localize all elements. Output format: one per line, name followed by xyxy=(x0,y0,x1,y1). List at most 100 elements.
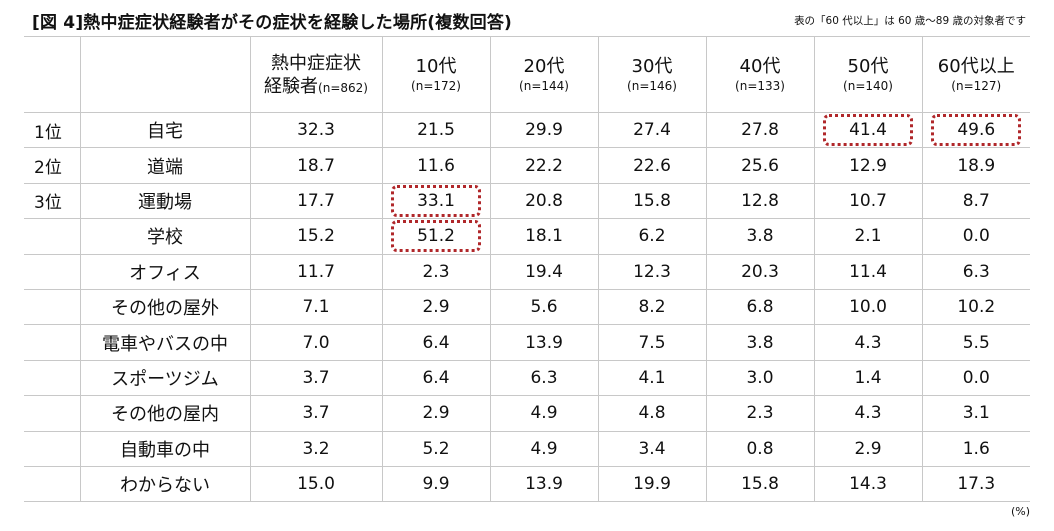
value-text: 10.2 xyxy=(957,297,996,318)
value-text: 13.9 xyxy=(525,474,563,495)
value-cell: 13.9 xyxy=(489,465,598,503)
value-cell: 2.3 xyxy=(705,395,814,432)
value-cell: 11.7 xyxy=(249,253,382,290)
value-text: 8.7 xyxy=(962,190,990,211)
value-text: 2.9 xyxy=(854,438,882,459)
value-cell: 0.8 xyxy=(705,430,814,467)
value-cell: 18.9 xyxy=(921,147,1030,184)
value-text: 12.8 xyxy=(741,190,779,211)
value-text: 0.0 xyxy=(962,226,990,247)
place-cell: 運動場 xyxy=(79,182,250,220)
value-text: 3.1 xyxy=(962,403,990,424)
header-rank-blank xyxy=(24,36,80,113)
rank-cell xyxy=(24,359,80,397)
highlighted-value-cell: 33.1 xyxy=(381,182,490,220)
value-cell: 9.9 xyxy=(381,465,490,503)
value-cell: 7.1 xyxy=(249,288,382,326)
value-cell: 27.8 xyxy=(705,111,814,149)
rank-cell: 3位 xyxy=(24,182,80,220)
value-text: 3.2 xyxy=(302,438,330,459)
place-cell: 自宅 xyxy=(79,111,250,149)
header-col-40s: 40代 (n=133) xyxy=(705,36,814,113)
rank-cell: 1位 xyxy=(24,111,80,149)
value-cell: 7.5 xyxy=(597,324,706,361)
value-text: 18.7 xyxy=(297,155,335,176)
place-cell: スポーツジム xyxy=(79,359,250,397)
value-text: 32.3 xyxy=(297,120,335,141)
value-text: 19.4 xyxy=(525,261,563,282)
value-text: 3.7 xyxy=(302,403,330,424)
highlighted-value-cell: 49.6 xyxy=(921,111,1030,149)
value-text: 1.4 xyxy=(854,367,882,388)
place-cell: 道端 xyxy=(79,147,250,184)
value-cell: 15.8 xyxy=(597,182,706,220)
value-text: 2.9 xyxy=(422,403,450,424)
rank-cell xyxy=(24,288,80,326)
value-text: 6.8 xyxy=(746,297,774,318)
value-cell: 8.7 xyxy=(921,182,1030,220)
value-cell: 3.8 xyxy=(705,324,814,361)
value-text: 33.1 xyxy=(391,184,481,217)
age-note: 表の「60 代以上」は 60 歳〜89 歳の対象者です xyxy=(794,15,1026,27)
value-text: 7.0 xyxy=(302,332,330,353)
data-table: 熱中症症状 経験者(n=862) 10代 (n=172) 20代 (n=144) 3… xyxy=(24,36,1030,503)
value-text: 15.8 xyxy=(633,190,671,211)
value-text: 2.1 xyxy=(854,226,882,247)
value-cell: 12.8 xyxy=(705,182,814,220)
value-text: 5.2 xyxy=(422,438,450,459)
value-text: 11.6 xyxy=(417,155,455,176)
value-text: 8.2 xyxy=(638,297,666,318)
table-body: 1位 自宅 32.3 21.5 29.9 27.4 27.8 41.4 49.6 2位 道端 18.7… xyxy=(24,111,1030,503)
value-text: 20.8 xyxy=(525,190,563,211)
table-row: 2位 道端 18.7 11.6 22.2 22.6 25.6 12.9 18.9 xyxy=(24,147,1030,184)
table-row: その他の屋外 7.1 2.9 5.6 8.2 6.8 10.0 10.2 xyxy=(24,288,1030,326)
unit-label: (%) xyxy=(1010,505,1030,518)
value-text: 10.0 xyxy=(849,297,887,318)
value-text: 13.9 xyxy=(525,332,563,353)
value-text: 0.0 xyxy=(962,367,990,388)
value-cell: 2.9 xyxy=(813,430,922,467)
value-cell: 11.6 xyxy=(381,147,490,184)
rank-cell xyxy=(24,218,80,255)
value-text: 2.9 xyxy=(422,297,450,318)
value-cell: 11.4 xyxy=(813,253,922,290)
value-cell: 6.4 xyxy=(381,324,490,361)
value-text: 15.8 xyxy=(741,474,779,495)
value-text: 22.2 xyxy=(525,155,563,176)
value-cell: 12.3 xyxy=(597,253,706,290)
header-col-30s: 30代 (n=146) xyxy=(597,36,706,113)
header-col-10s: 10代 (n=172) xyxy=(381,36,490,113)
value-text: 4.3 xyxy=(854,332,882,353)
value-text: 18.1 xyxy=(525,226,563,247)
value-cell: 6.3 xyxy=(489,359,598,397)
place-cell: 電車やバスの中 xyxy=(79,324,250,361)
header-col-50s: 50代 (n=140) xyxy=(813,36,922,113)
value-text: 27.8 xyxy=(741,120,779,141)
value-cell: 3.8 xyxy=(705,218,814,255)
value-text: 1.6 xyxy=(962,438,990,459)
value-text: 3.4 xyxy=(638,438,666,459)
value-text: 49.6 xyxy=(931,114,1022,147)
table-row: 自動車の中 3.2 5.2 4.9 3.4 0.8 2.9 1.6 xyxy=(24,430,1030,467)
value-text: 3.7 xyxy=(302,367,330,388)
highlighted-value-cell: 41.4 xyxy=(813,111,922,149)
value-cell: 3.4 xyxy=(597,430,706,467)
place-cell: 学校 xyxy=(79,218,250,255)
table-row: 3位 運動場 17.7 33.1 20.8 15.8 12.8 10.7 8.7 xyxy=(24,182,1030,220)
value-text: 19.9 xyxy=(633,474,671,495)
place-cell: わからない xyxy=(79,465,250,503)
value-cell: 27.4 xyxy=(597,111,706,149)
table-row: 学校 15.2 51.2 18.1 6.2 3.8 2.1 0.0 xyxy=(24,218,1030,255)
value-text: 3.0 xyxy=(746,367,774,388)
value-cell: 5.5 xyxy=(921,324,1030,361)
value-text: 12.9 xyxy=(849,155,887,176)
value-cell: 7.0 xyxy=(249,324,382,361)
value-cell: 3.7 xyxy=(249,359,382,397)
value-cell: 15.0 xyxy=(249,465,382,503)
value-cell: 32.3 xyxy=(249,111,382,149)
value-text: 4.8 xyxy=(638,403,666,424)
header-place-blank xyxy=(79,36,250,113)
value-text: 10.7 xyxy=(849,190,887,211)
value-cell: 22.6 xyxy=(597,147,706,184)
value-cell: 20.3 xyxy=(705,253,814,290)
